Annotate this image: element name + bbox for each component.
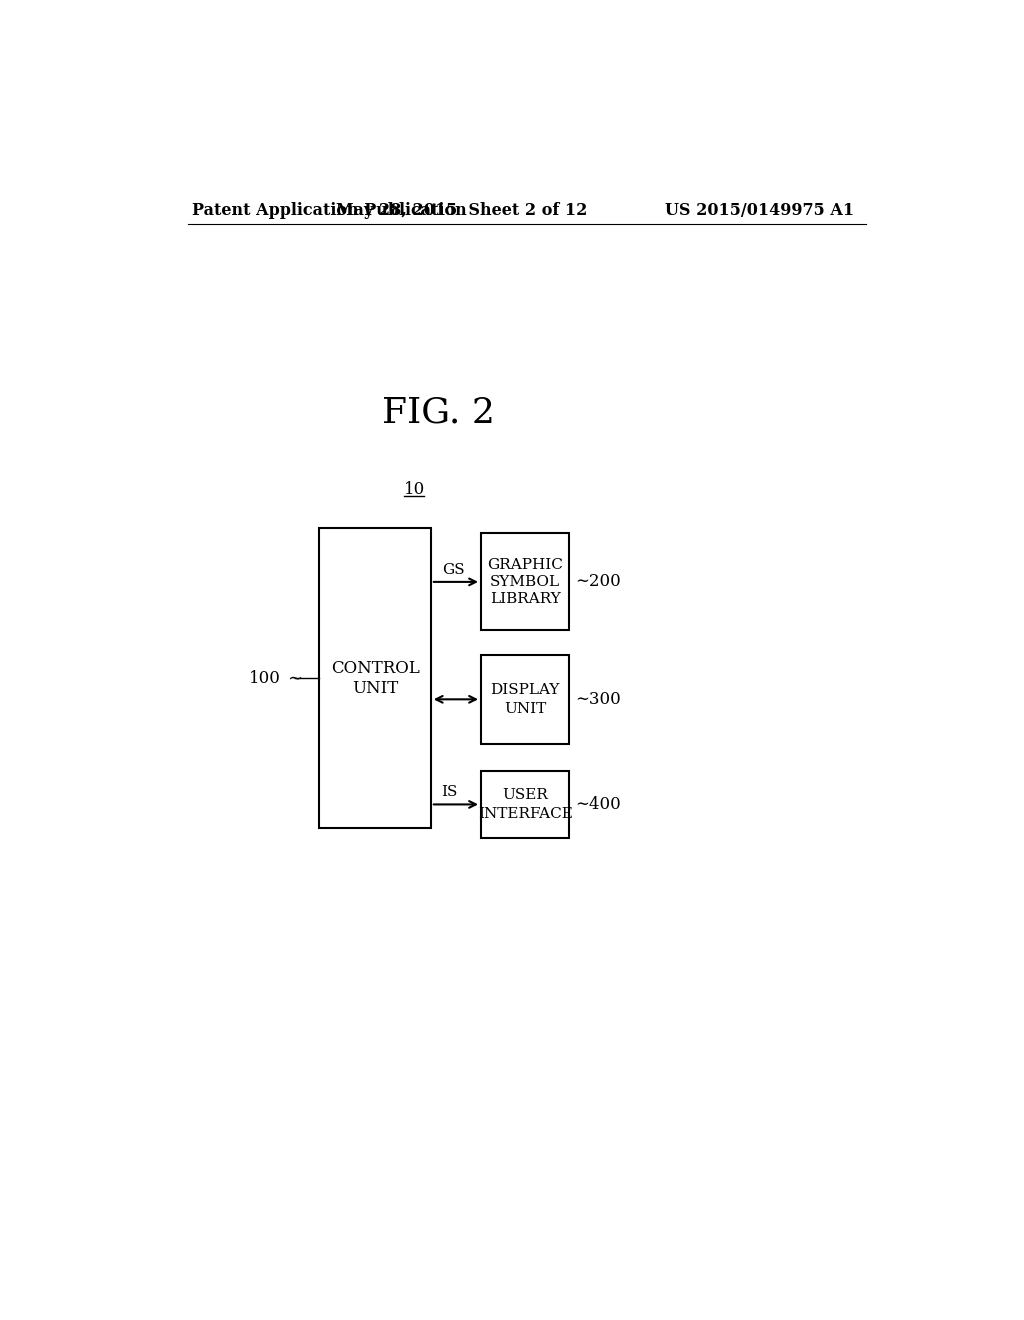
Text: DISPLAY: DISPLAY [490, 682, 560, 697]
Text: GS: GS [441, 562, 464, 577]
Text: CONTROL: CONTROL [331, 660, 420, 677]
Text: Patent Application Publication: Patent Application Publication [193, 202, 467, 219]
Text: LIBRARY: LIBRARY [489, 591, 560, 606]
Bar [481, 533, 569, 631]
Text: ∼400: ∼400 [575, 796, 622, 813]
Text: GRAPHIC: GRAPHIC [487, 558, 563, 572]
Text: FIG. 2: FIG. 2 [382, 396, 495, 429]
Bar [481, 655, 569, 743]
Text: USER: USER [502, 788, 548, 803]
Text: 100: 100 [249, 669, 281, 686]
Text: ∼200: ∼200 [575, 573, 622, 590]
Text: 10: 10 [403, 480, 425, 498]
Text: SYMBOL: SYMBOL [490, 576, 560, 589]
Bar [319, 528, 431, 829]
Bar [481, 771, 569, 838]
Text: US 2015/0149975 A1: US 2015/0149975 A1 [666, 202, 854, 219]
Text: UNIT: UNIT [504, 701, 547, 715]
Text: UNIT: UNIT [352, 680, 398, 697]
Text: ∼300: ∼300 [575, 690, 622, 708]
Text: ∼: ∼ [287, 669, 302, 688]
Text: INTERFACE: INTERFACE [478, 807, 572, 821]
Text: May 28, 2015  Sheet 2 of 12: May 28, 2015 Sheet 2 of 12 [336, 202, 588, 219]
Text: IS: IS [441, 785, 458, 799]
